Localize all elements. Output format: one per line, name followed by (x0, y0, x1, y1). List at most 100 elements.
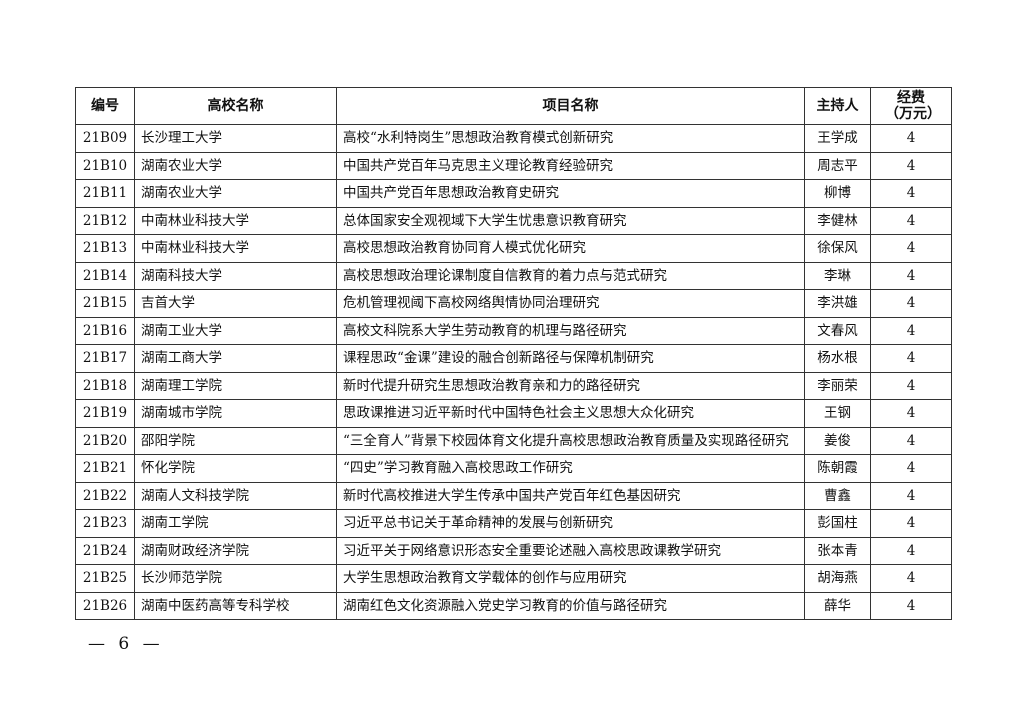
cell-school: 湖南财政经济学院 (134, 536, 337, 565)
cell-id: 21B13 (75, 234, 135, 263)
cell-leader: 李健林 (804, 206, 871, 235)
cell-leader: 杨水根 (804, 344, 871, 373)
cell-project: 湖南红色文化资源融入党史学习教育的价值与路径研究 (336, 591, 805, 620)
cell-funding: 4 (870, 454, 952, 483)
cell-funding: 4 (870, 536, 952, 565)
table-row: 21B25 长沙师范学院 大学生思想政治教育文学载体的创作与应用研究 胡海燕 4 (75, 564, 952, 593)
cell-leader: 张本青 (804, 536, 871, 565)
cell-project: 中国共产党百年马克思主义理论教育经验研究 (336, 151, 805, 180)
cell-funding: 4 (870, 124, 952, 153)
cell-id: 21B11 (75, 179, 135, 208)
cell-project: 总体国家安全观视域下大学生忧患意识教育研究 (336, 206, 805, 235)
table-row: 21B15 吉首大学 危机管理视阈下高校网络舆情协同治理研究 李洪雄 4 (75, 289, 952, 318)
cell-leader: 周志平 (804, 151, 871, 180)
cell-id: 21B23 (75, 509, 135, 538)
cell-school: 湖南农业大学 (134, 179, 337, 208)
cell-funding: 4 (870, 179, 952, 208)
cell-leader: 王钢 (804, 399, 871, 428)
table-header-row: 编号 高校名称 项目名称 主持人 经费（万元） (75, 87, 952, 125)
cell-project: 高校思想政治教育协同育人模式优化研究 (336, 234, 805, 263)
cell-school: 湖南中医药高等专科学校 (134, 591, 337, 620)
cell-project: 高校思想政治理论课制度自信教育的着力点与范式研究 (336, 261, 805, 290)
cell-id: 21B24 (75, 536, 135, 565)
cell-school: 湖南科技大学 (134, 261, 337, 290)
cell-school: 长沙理工大学 (134, 124, 337, 153)
cell-funding: 4 (870, 261, 952, 290)
cell-school: 湖南人文科技学院 (134, 481, 337, 510)
cell-project: 大学生思想政治教育文学载体的创作与应用研究 (336, 564, 805, 593)
cell-funding: 4 (870, 151, 952, 180)
table-row: 21B11 湖南农业大学 中国共产党百年思想政治教育史研究 柳博 4 (75, 179, 952, 208)
cell-project: 课程思政“金课”建设的融合创新路径与保障机制研究 (336, 344, 805, 373)
cell-id: 21B10 (75, 151, 135, 180)
table-row: 21B19 湖南城市学院 思政课推进习近平新时代中国特色社会主义思想大众化研究 王钢 4 (75, 399, 952, 428)
cell-school: 中南林业科技大学 (134, 206, 337, 235)
cell-school: 吉首大学 (134, 289, 337, 318)
header-school: 高校名称 (134, 87, 337, 125)
cell-school: 湖南城市学院 (134, 399, 337, 428)
cell-funding: 4 (870, 591, 952, 620)
cell-funding: 4 (870, 344, 952, 373)
cell-project: 高校“水利特岗生”思想政治教育模式创新研究 (336, 124, 805, 153)
project-table: 编号 高校名称 项目名称 主持人 经费（万元） 21B09 长沙理工大学 高校“水利… (75, 87, 952, 620)
cell-leader: 胡海燕 (804, 564, 871, 593)
cell-school: 湖南工学院 (134, 509, 337, 538)
table-row: 21B10 湖南农业大学 中国共产党百年马克思主义理论教育经验研究 周志平 4 (75, 151, 952, 180)
cell-funding: 4 (870, 206, 952, 235)
cell-project: 习近平关于网络意识形态安全重要论述融入高校思政课教学研究 (336, 536, 805, 565)
cell-id: 21B20 (75, 426, 135, 455)
cell-id: 21B19 (75, 399, 135, 428)
cell-funding: 4 (870, 234, 952, 263)
cell-school: 中南林业科技大学 (134, 234, 337, 263)
cell-funding: 4 (870, 289, 952, 318)
cell-id: 21B26 (75, 591, 135, 620)
cell-id: 21B16 (75, 316, 135, 345)
cell-project: 中国共产党百年思想政治教育史研究 (336, 179, 805, 208)
cell-id: 21B14 (75, 261, 135, 290)
cell-id: 21B21 (75, 454, 135, 483)
table-row: 21B14 湖南科技大学 高校思想政治理论课制度自信教育的着力点与范式研究 李琳 4 (75, 261, 952, 290)
cell-leader: 文春风 (804, 316, 871, 345)
cell-leader: 李丽荣 (804, 371, 871, 400)
header-leader: 主持人 (804, 87, 871, 125)
cell-school: 湖南工业大学 (134, 316, 337, 345)
cell-id: 21B15 (75, 289, 135, 318)
cell-leader: 薛华 (804, 591, 871, 620)
cell-leader: 李洪雄 (804, 289, 871, 318)
cell-project: 新时代高校推进大学生传承中国共产党百年红色基因研究 (336, 481, 805, 510)
cell-funding: 4 (870, 371, 952, 400)
cell-id: 21B22 (75, 481, 135, 510)
cell-id: 21B17 (75, 344, 135, 373)
table-row: 21B17 湖南工商大学 课程思政“金课”建设的融合创新路径与保障机制研究 杨水根 4 (75, 344, 952, 373)
page-number: — 6 — (88, 634, 164, 654)
cell-funding: 4 (870, 316, 952, 345)
table-row: 21B13 中南林业科技大学 高校思想政治教育协同育人模式优化研究 徐保风 4 (75, 234, 952, 263)
header-funding: 经费（万元） (870, 87, 952, 125)
cell-id: 21B18 (75, 371, 135, 400)
cell-school: 湖南理工学院 (134, 371, 337, 400)
table-row: 21B20 邵阳学院 “三全育人”背景下校园体育文化提升高校思想政治教育质量及实现路… (75, 426, 952, 455)
cell-project: 思政课推进习近平新时代中国特色社会主义思想大众化研究 (336, 399, 805, 428)
table-row: 21B16 湖南工业大学 高校文科院系大学生劳动教育的机理与路径研究 文春风 4 (75, 316, 952, 345)
table-row: 21B18 湖南理工学院 新时代提升研究生思想政治教育亲和力的路径研究 李丽荣 4 (75, 371, 952, 400)
cell-leader: 李琳 (804, 261, 871, 290)
cell-school: 湖南工商大学 (134, 344, 337, 373)
cell-funding: 4 (870, 399, 952, 428)
cell-funding: 4 (870, 509, 952, 538)
table-row: 21B23 湖南工学院 习近平总书记关于革命精神的发展与创新研究 彭国柱 4 (75, 509, 952, 538)
table-row: 21B22 湖南人文科技学院 新时代高校推进大学生传承中国共产党百年红色基因研究 曹鑫… (75, 481, 952, 510)
table-row: 21B26 湖南中医药高等专科学校 湖南红色文化资源融入党史学习教育的价值与路径研究… (75, 591, 952, 620)
table-row: 21B21 怀化学院 “四史”学习教育融入高校思政工作研究 陈朝霞 4 (75, 454, 952, 483)
cell-school: 长沙师范学院 (134, 564, 337, 593)
cell-id: 21B09 (75, 124, 135, 153)
cell-leader: 陈朝霞 (804, 454, 871, 483)
cell-project: 高校文科院系大学生劳动教育的机理与路径研究 (336, 316, 805, 345)
table-row: 21B12 中南林业科技大学 总体国家安全观视域下大学生忧患意识教育研究 李健林 4 (75, 206, 952, 235)
cell-project: 习近平总书记关于革命精神的发展与创新研究 (336, 509, 805, 538)
header-project: 项目名称 (336, 87, 805, 125)
table-row: 21B09 长沙理工大学 高校“水利特岗生”思想政治教育模式创新研究 王学成 4 (75, 124, 952, 153)
cell-leader: 柳博 (804, 179, 871, 208)
cell-school: 邵阳学院 (134, 426, 337, 455)
cell-leader: 王学成 (804, 124, 871, 153)
cell-funding: 4 (870, 426, 952, 455)
